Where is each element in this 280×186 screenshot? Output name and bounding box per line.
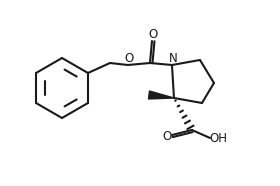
Text: O: O [124, 52, 134, 65]
Text: O: O [162, 129, 172, 142]
Text: O: O [148, 28, 158, 41]
Text: N: N [169, 52, 177, 65]
Polygon shape [148, 91, 174, 99]
Text: OH: OH [209, 132, 227, 145]
